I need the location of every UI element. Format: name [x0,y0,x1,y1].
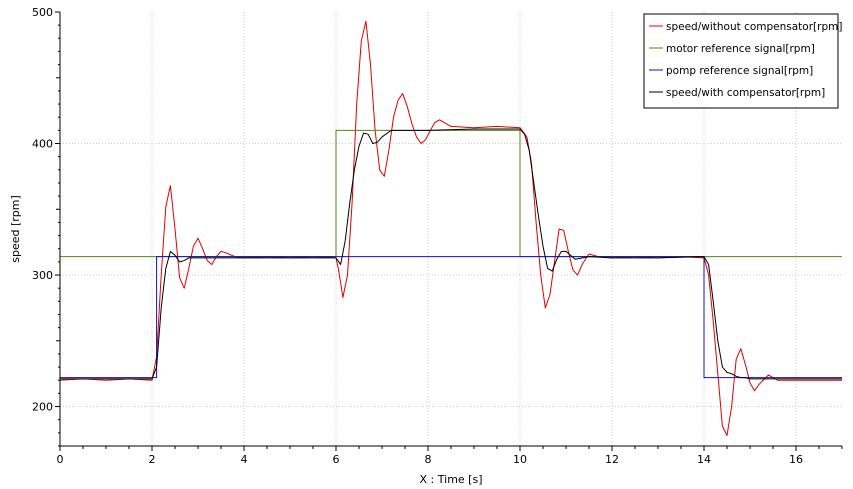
series-layer [59,20,842,436]
x-tick-label: 6 [333,453,340,466]
x-tick-label: 2 [149,453,156,466]
legend: speed/without compensator[rpm] motor refe… [643,13,842,109]
x-tick-label: 16 [789,453,803,466]
x-tick-label: 0 [57,453,64,466]
tick-labels: 0 2 4 6 8 10 12 14 16 200 300 400 500 [32,6,803,466]
x-axis-label: X : Time [s] [420,473,483,486]
legend-box [643,13,839,109]
legend-label-4: speed/with compensator[rpm] [666,87,825,99]
y-tick-label: 300 [32,269,53,282]
series-line-3 [60,256,842,379]
x-tick-label: 10 [513,453,527,466]
legend-label-2: motor reference signal[rpm] [666,43,815,55]
series-line-1 [59,20,842,436]
y-tick-label: 200 [32,401,53,414]
legend-label-1: speed/without compensator[rpm] [666,21,842,33]
y-tick-label: 400 [32,138,53,151]
y-tick-label: 500 [32,6,53,19]
x-tick-label: 14 [697,453,711,466]
x-tick-label: 4 [241,453,248,466]
y-axis-label: speed [rpm] [9,195,22,263]
series-line-2 [60,129,842,258]
legend-label-3: pomp reference signal[rpm] [666,65,813,77]
x-tick-label: 12 [605,453,619,466]
axes [55,11,843,451]
x-tick-label: 8 [425,453,432,466]
series-line-4 [60,128,842,380]
